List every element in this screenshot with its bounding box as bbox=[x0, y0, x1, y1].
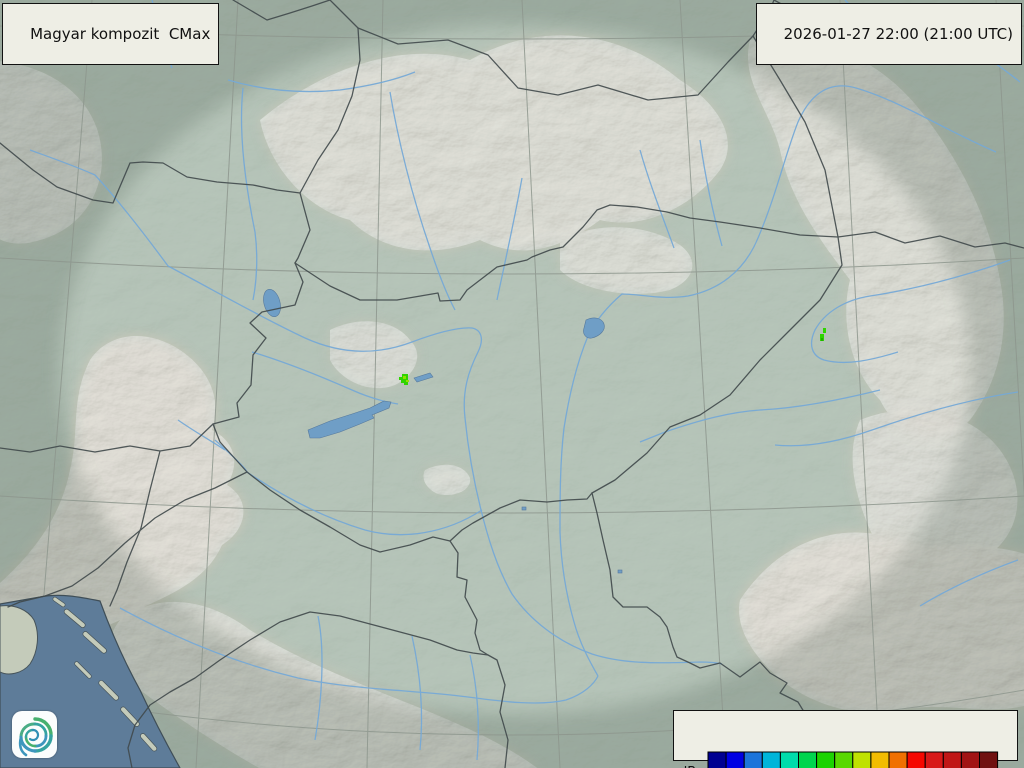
echo-northeast bbox=[820, 328, 826, 341]
product-title: Magyar kompozit CMax bbox=[30, 25, 211, 43]
timestamp: 2026-01-27 22:00 (21:00 UTC) bbox=[783, 25, 1013, 43]
scale-cell bbox=[906, 751, 926, 768]
scale-cell bbox=[707, 751, 727, 768]
reflectivity-scale: -10-50510152025303540455055606570dBz bbox=[673, 710, 1018, 768]
lake-ferto bbox=[263, 289, 281, 317]
hungaromet-spiral-logo bbox=[12, 711, 57, 758]
echo-transdanubia bbox=[399, 374, 409, 385]
scale-cell bbox=[834, 751, 854, 768]
scale-cell bbox=[960, 751, 980, 768]
product-title-box: Magyar kompozit CMax bbox=[2, 3, 220, 65]
echo-layer bbox=[399, 328, 826, 385]
scale-cell bbox=[888, 751, 908, 768]
istria-peninsula bbox=[0, 605, 38, 675]
spiral-logo-svg bbox=[18, 717, 53, 757]
lake-balaton bbox=[307, 400, 392, 439]
scale-cell bbox=[779, 751, 800, 768]
timestamp-box: 2026-01-27 22:00 (21:00 UTC) bbox=[755, 3, 1022, 65]
scale-cell bbox=[870, 751, 890, 768]
adriatic-islands bbox=[52, 596, 158, 752]
scale-unit-label: dBz bbox=[679, 765, 703, 768]
scale-cell bbox=[816, 751, 836, 768]
scale-cell bbox=[798, 751, 818, 768]
scale-cell bbox=[761, 751, 781, 768]
lake-layer bbox=[263, 289, 623, 574]
scale-cell bbox=[852, 751, 872, 768]
reflectivity-scale-svg: -10-50510152025303540455055606570dBz bbox=[679, 751, 999, 768]
lake-tisza bbox=[583, 317, 605, 339]
scale-cell bbox=[942, 751, 962, 768]
scale-cell bbox=[924, 751, 944, 768]
scale-cell bbox=[743, 751, 763, 768]
scale-cell bbox=[725, 751, 745, 768]
lake-velence bbox=[413, 372, 434, 383]
scale-cell bbox=[979, 751, 999, 768]
